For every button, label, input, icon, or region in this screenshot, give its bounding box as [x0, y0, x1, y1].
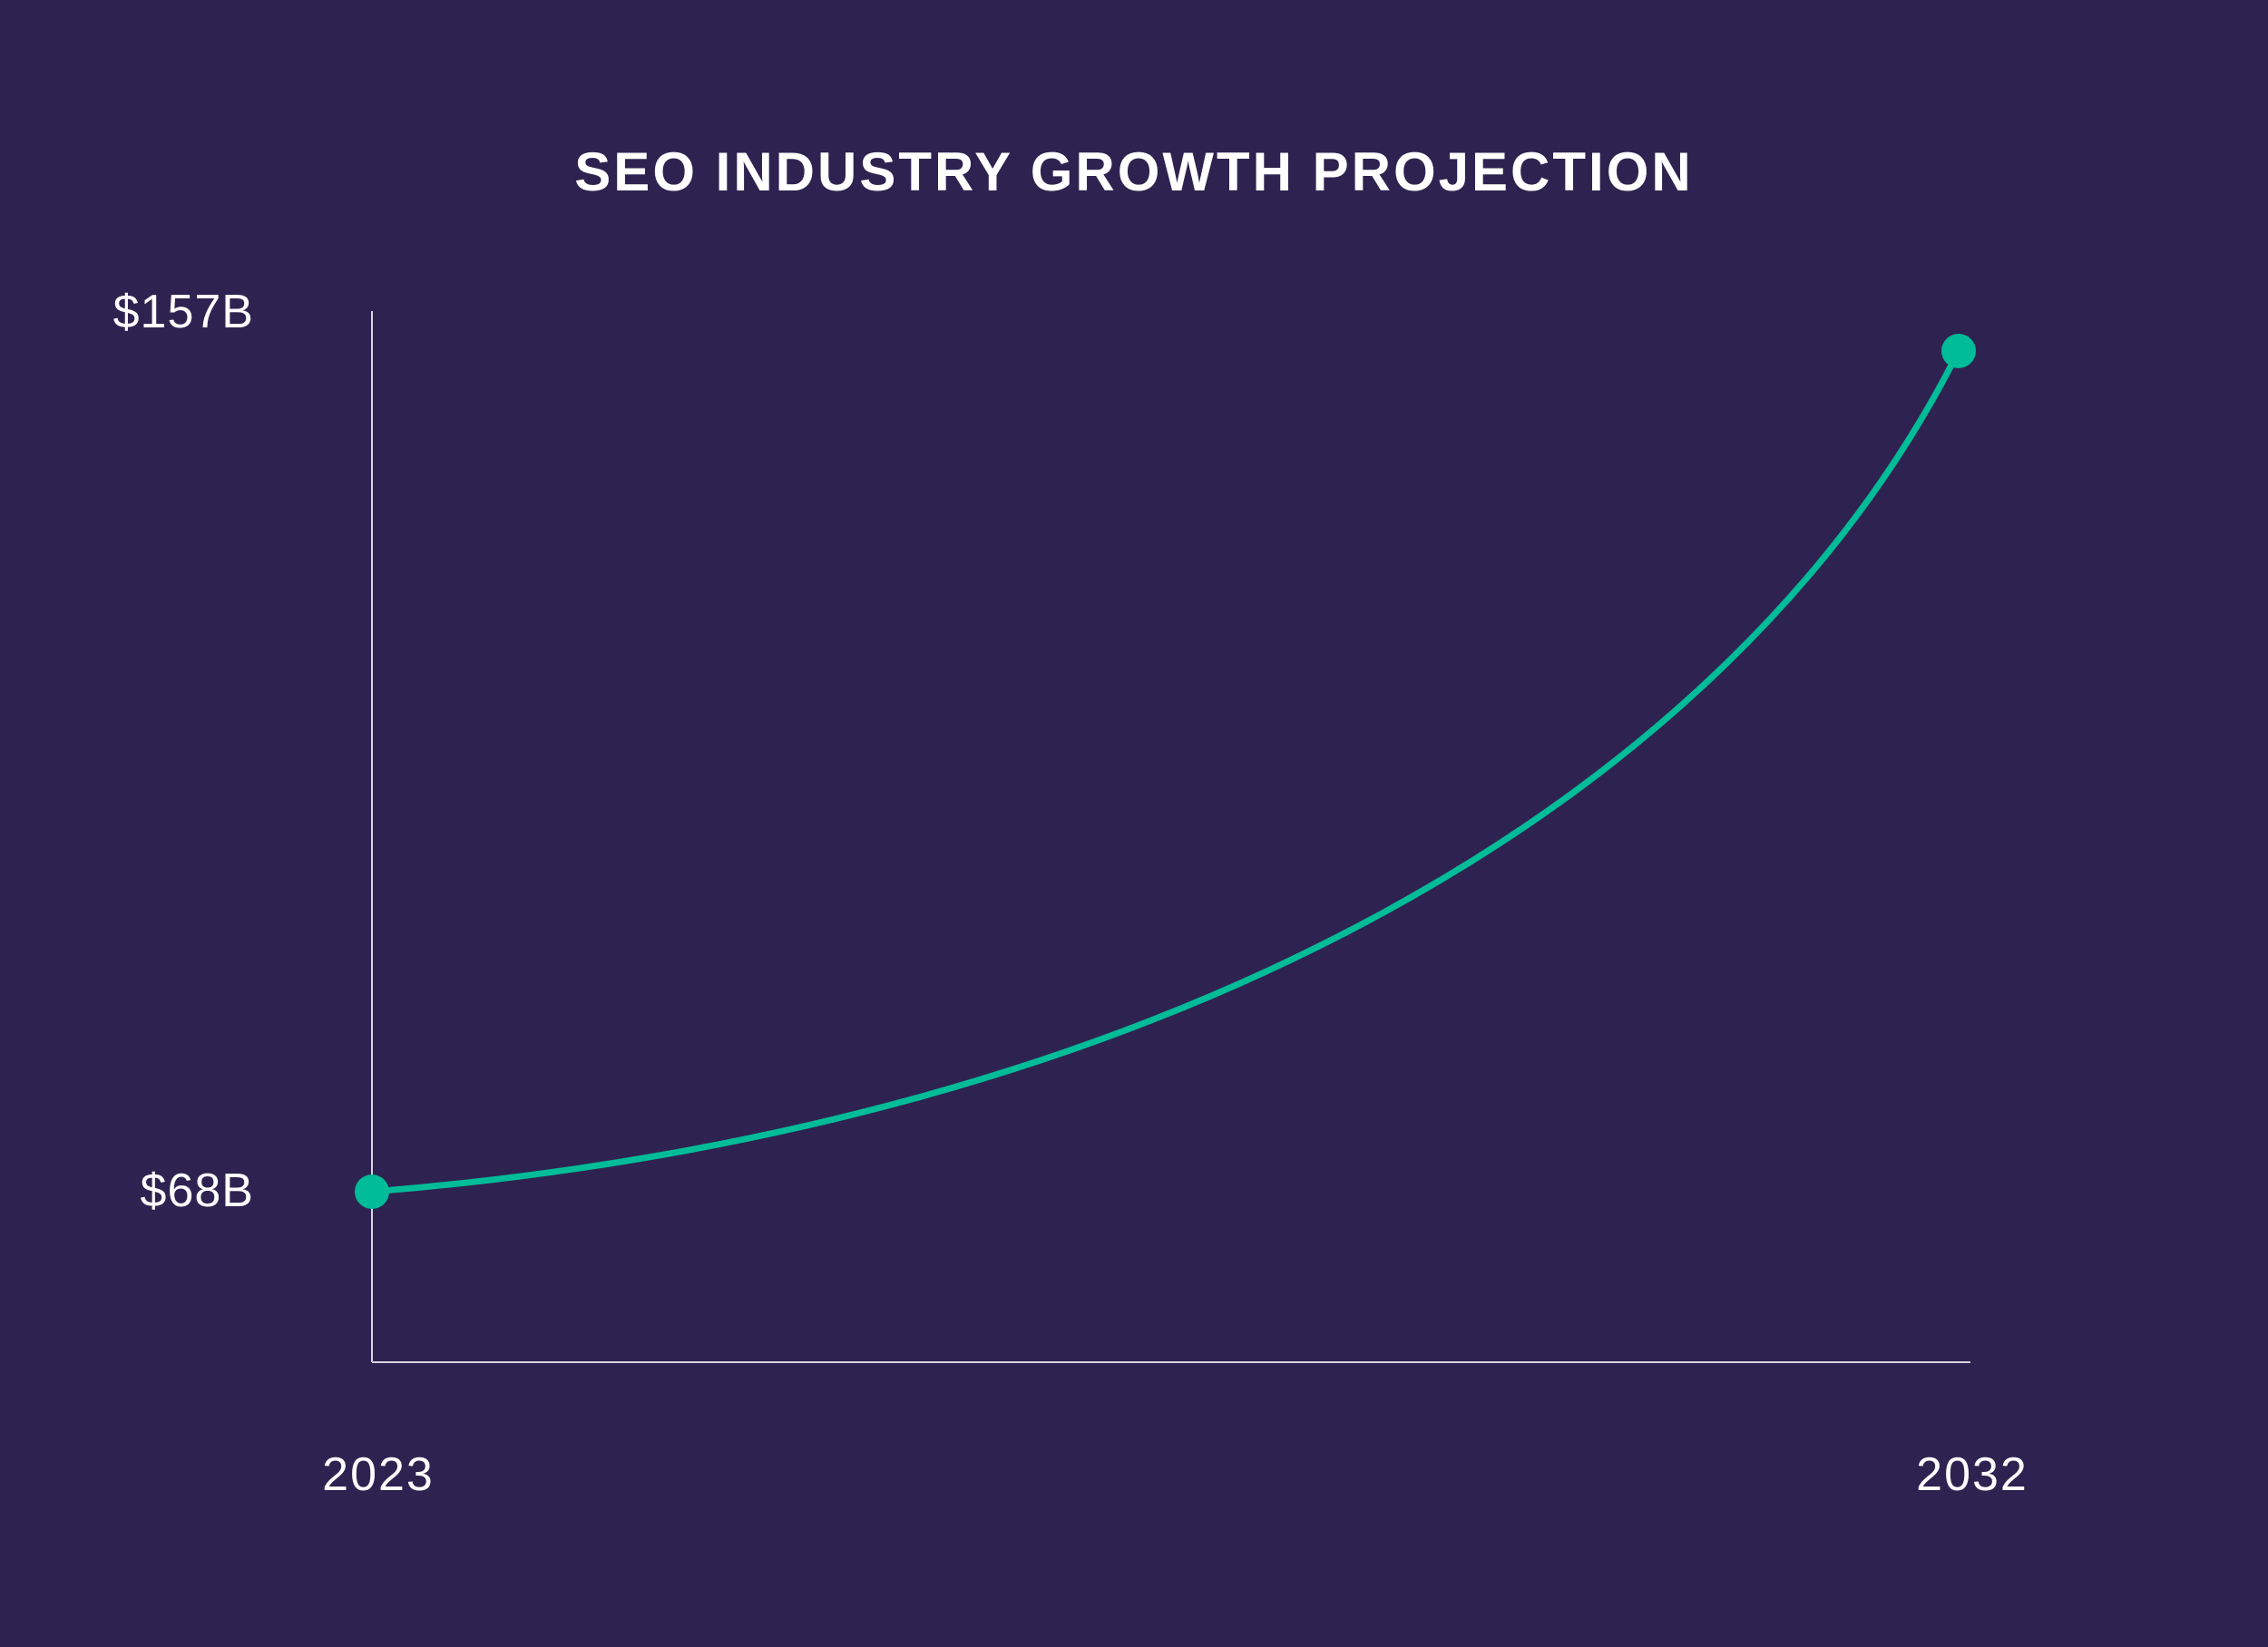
y-tick-label-max: $157B — [112, 286, 254, 338]
x-tick-label-end: 2032 — [1916, 1448, 2028, 1501]
chart-title: SEO INDUSTRY GROWTH PROJECTION — [574, 141, 1694, 202]
growth-line — [371, 349, 1962, 1195]
data-point-2023 — [355, 1174, 389, 1209]
data-point-2032 — [1941, 334, 1976, 368]
x-tick-label-start: 2023 — [322, 1448, 435, 1501]
y-tick-label-min: $68B — [140, 1165, 254, 1217]
